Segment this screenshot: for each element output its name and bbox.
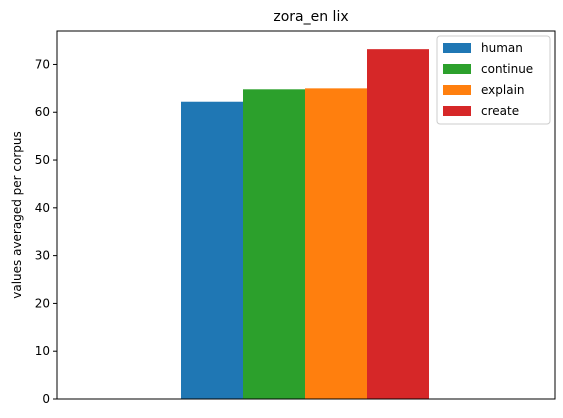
bars-group: [181, 49, 429, 400]
legend-box: [436, 35, 551, 125]
y-tick-label: 30: [35, 249, 50, 263]
y-axis: 0 10 20 30 40 50 60 70: [35, 57, 57, 406]
legend-label-human: human: [481, 41, 523, 55]
chart-title: zora_en lix: [273, 9, 348, 25]
legend-swatch-continue: [443, 64, 471, 74]
legend: human continue explain create: [436, 35, 551, 125]
bar-explain: [305, 88, 367, 399]
bar-human: [181, 101, 243, 399]
legend-label-continue: continue: [481, 62, 533, 76]
legend-label-create: create: [481, 104, 519, 118]
y-tick-label: 10: [35, 344, 50, 358]
bar-create: [367, 49, 429, 399]
y-tick-label: 0: [42, 392, 50, 406]
legend-label-explain: explain: [481, 83, 525, 97]
bar-continue: [243, 89, 305, 400]
legend-swatch-explain: [443, 85, 471, 95]
y-tick-label: 40: [35, 201, 50, 215]
legend-swatch-human: [443, 43, 471, 53]
y-tick-label: 70: [35, 57, 50, 71]
y-axis-label: values averaged per corpus: [10, 131, 24, 299]
y-tick-label: 20: [35, 296, 50, 310]
plot-frame: [56, 30, 556, 400]
legend-swatch-create: [443, 106, 471, 116]
y-tick-label: 50: [35, 153, 50, 167]
y-tick-label: 60: [35, 105, 50, 119]
